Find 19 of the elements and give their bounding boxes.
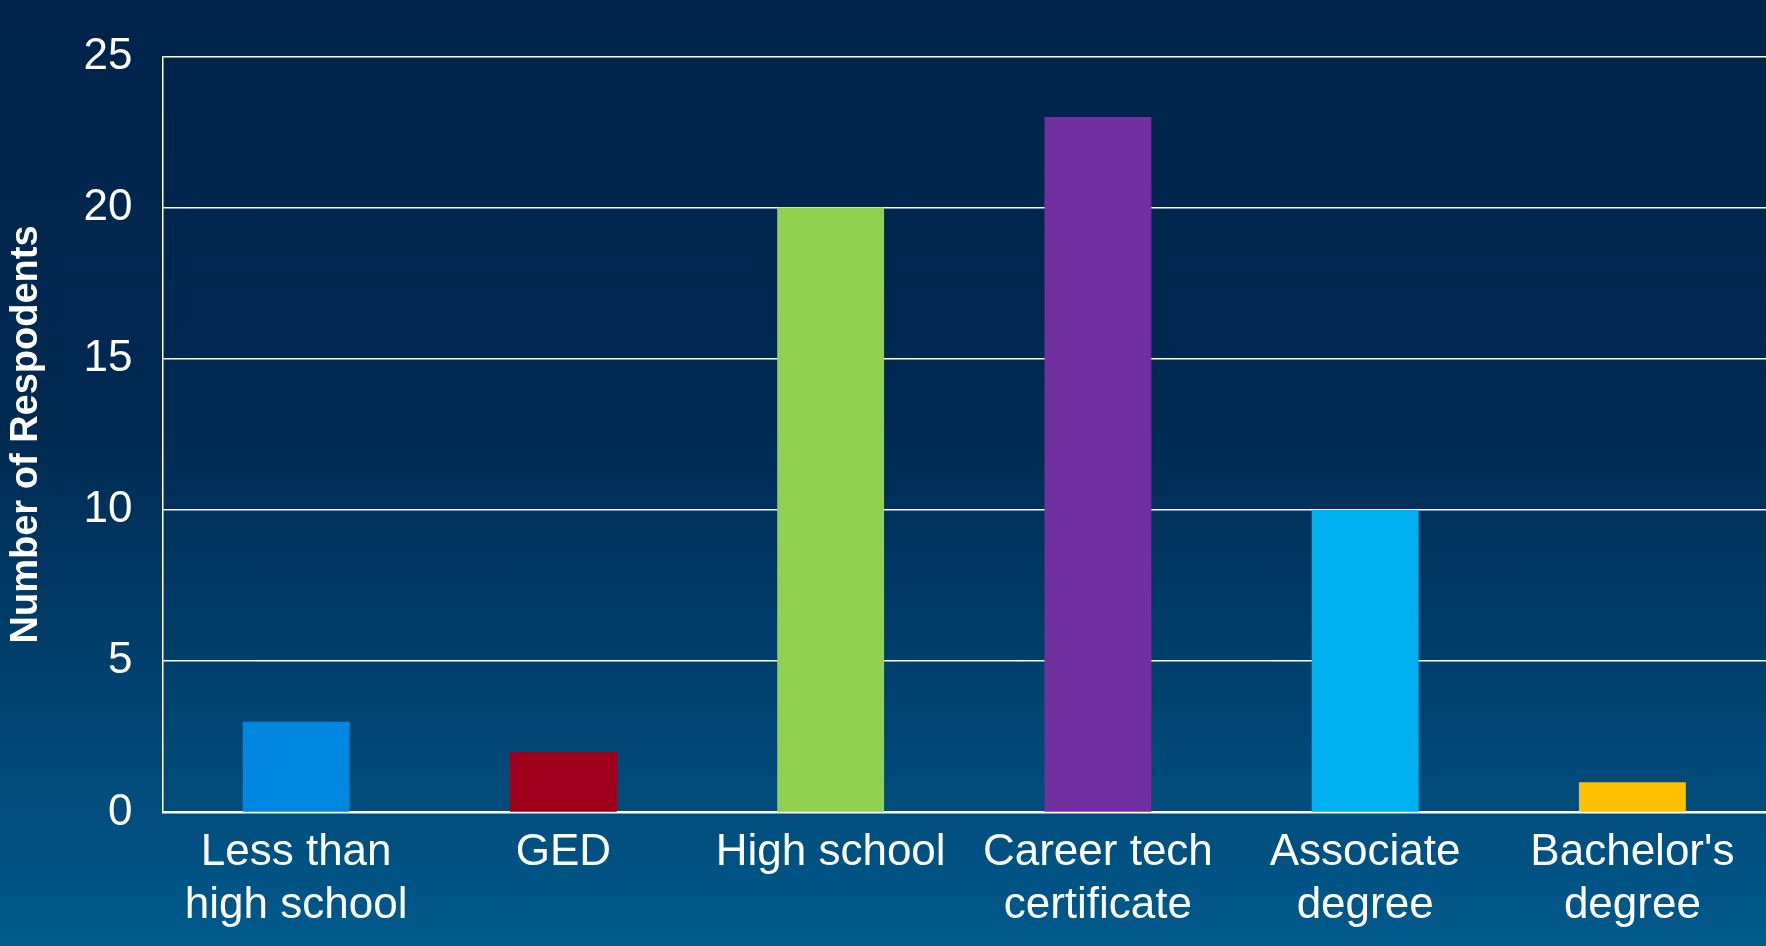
bar	[242, 721, 350, 812]
x-tick-label: Associate degree	[1269, 824, 1461, 927]
bar	[1578, 782, 1686, 812]
y-tick-label: 20	[83, 179, 133, 229]
x-tick-label: GED	[515, 824, 612, 874]
y-axis-title: Number of Respodents	[3, 225, 46, 644]
x-tick-label: Less than high school	[184, 824, 408, 927]
y-tick-label: 0	[108, 784, 133, 834]
y-tick-label: 5	[108, 633, 133, 683]
x-tick-label: Career tech certificate	[982, 824, 1213, 927]
x-tick-label: Bachelor's degree	[1530, 824, 1735, 927]
x-tick-label: High school	[715, 824, 946, 874]
bar	[509, 751, 617, 812]
y-tick-label: 25	[83, 28, 133, 78]
bar	[1044, 116, 1152, 812]
y-tick-label: 10	[83, 482, 133, 532]
y-tick-label: 15	[83, 330, 133, 380]
bar	[1311, 510, 1419, 812]
bar	[777, 207, 885, 812]
